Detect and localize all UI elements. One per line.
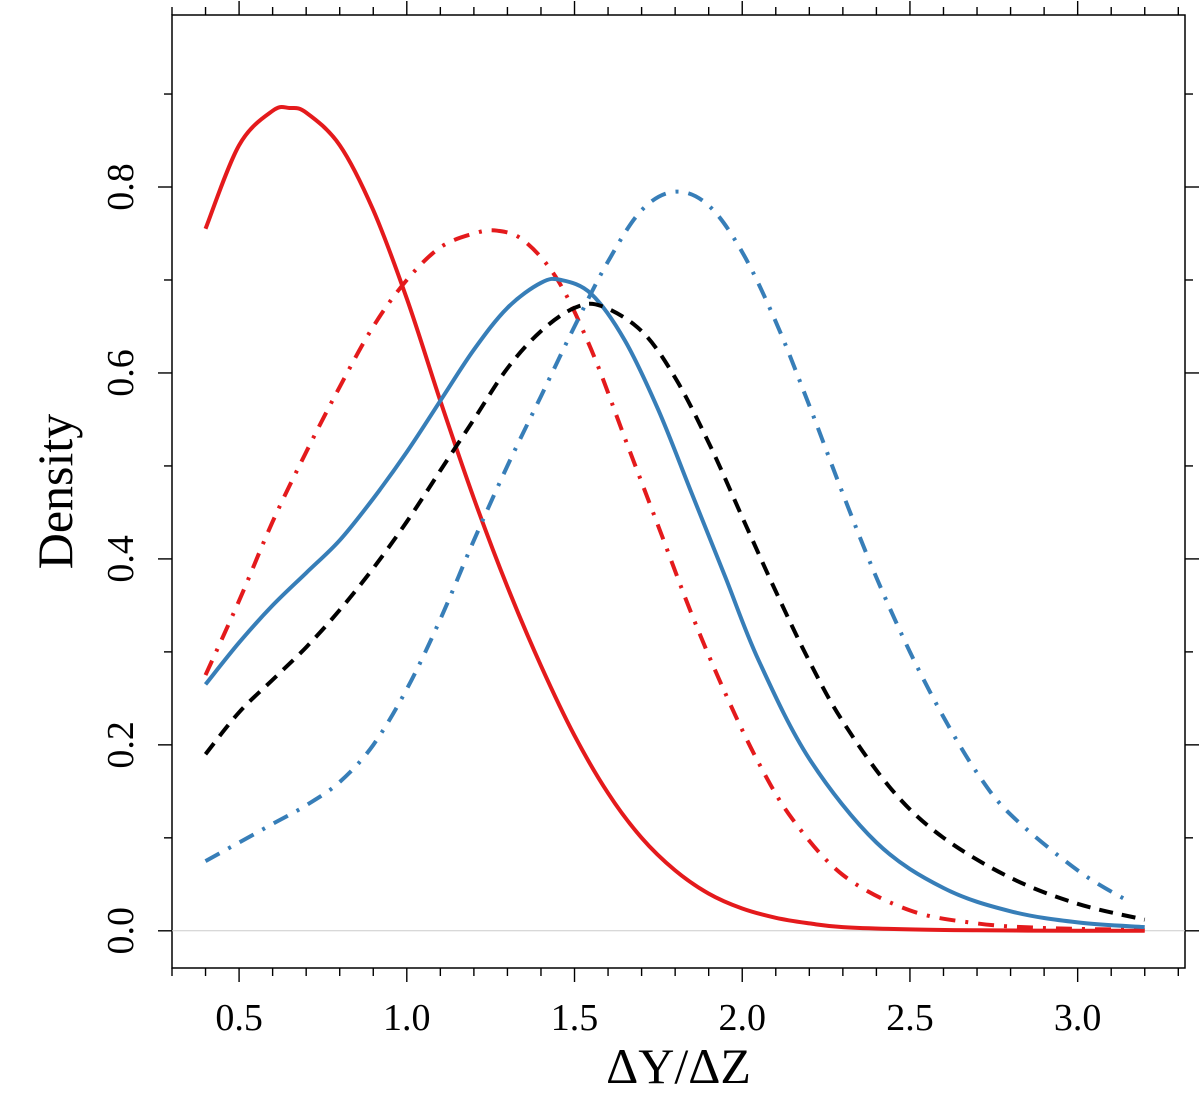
x-tick-label: 2.0 xyxy=(718,997,766,1039)
y-tick-label: 0.0 xyxy=(100,907,142,955)
y-tick-label: 0.8 xyxy=(100,163,142,211)
x-axis-label: ΔY/ΔZ xyxy=(606,1038,751,1094)
y-tick-label: 0.6 xyxy=(100,349,142,397)
y-axis-label: Density xyxy=(27,414,83,570)
x-tick-label: 0.5 xyxy=(215,997,263,1039)
series-line-red-solid xyxy=(203,104,1145,933)
series-line-blue-solid xyxy=(203,276,1145,930)
y-tick-label: 0.4 xyxy=(100,535,142,583)
axis-ticks xyxy=(158,1,1199,982)
series-line-red-dashdot xyxy=(203,228,1145,932)
plot-border xyxy=(171,14,1186,969)
series-lines xyxy=(203,104,1146,933)
tick-labels: 0.5 1.0 1.5 2.0 2.5 3.0 0.0 0.2 0.4 0.6 0.8 xyxy=(100,163,1101,1039)
y-tick-label: 0.2 xyxy=(100,721,142,769)
x-tick-label: 1.0 xyxy=(383,997,431,1039)
x-tick-label: 1.5 xyxy=(551,997,599,1039)
x-tick-label: 3.0 xyxy=(1054,997,1102,1039)
plot-frame xyxy=(171,14,1186,969)
x-tick-label: 2.5 xyxy=(886,997,934,1039)
